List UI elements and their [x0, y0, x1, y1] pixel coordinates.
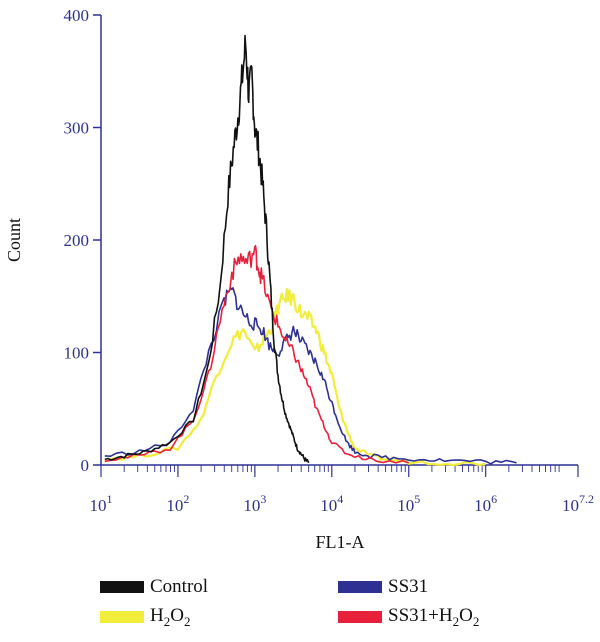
- axes: 0 100 200 300 400 101 102 103 104 105 106 107.2: [64, 6, 595, 515]
- legend-item-control: Control: [100, 575, 208, 599]
- legend-label-ss31-h2o2: SS31+H2O2: [388, 605, 479, 630]
- legend-label-h2o2: H2O2: [150, 605, 190, 630]
- legend-label-control: Control: [150, 576, 209, 597]
- x-tick-label-7.2: 107.2: [562, 492, 594, 515]
- x-tick-label-3: 103: [243, 492, 266, 515]
- legend-swatch-h2o2: [100, 611, 144, 623]
- series-line-ss31: [104, 287, 517, 465]
- legend-swatch-ss31: [338, 581, 382, 593]
- x-tick-label-2: 102: [166, 492, 189, 515]
- legend-swatch-control: [100, 581, 144, 593]
- legend-label-ss31-h2o2-sub2: 2: [472, 613, 480, 629]
- legend-label-ss31: SS31: [388, 576, 429, 597]
- y-tick-label-400: 400: [64, 6, 90, 25]
- series-line-ss31-h2o2: [104, 244, 409, 464]
- series-layer: [104, 34, 517, 467]
- legend-label-ss31-h2o2-sub1: 2: [452, 613, 460, 629]
- y-axis-label: Count: [4, 218, 24, 262]
- x-axis-label: FL1-A: [316, 532, 365, 552]
- series-line-control: [104, 34, 310, 464]
- x-tick-label-1: 101: [90, 492, 113, 515]
- series-line-h2o2: [104, 288, 486, 467]
- legend-item-ss31-h2o2: SS31+H2O2: [338, 605, 479, 629]
- legend-label-ss31-h2o2-part1: SS31+H: [388, 604, 453, 626]
- x-tick-label-4: 104: [320, 492, 343, 515]
- y-tick-label-200: 200: [64, 231, 90, 250]
- y-tick-label-0: 0: [81, 456, 90, 475]
- legend-swatch-ss31-h2o2: [338, 611, 382, 623]
- legend-item-h2o2: H2O2: [100, 605, 190, 629]
- legend-label-ss31-h2o2-part2: O: [459, 604, 473, 626]
- legend: Control SS31 H2O2 SS31+H2O2: [100, 575, 580, 635]
- legend-label-h2o2-sub2: 2: [183, 613, 191, 629]
- legend-label-h2o2-part2: O: [170, 604, 184, 626]
- y-tick-label-100: 100: [64, 344, 90, 363]
- y-tick-label-300: 300: [64, 119, 90, 138]
- legend-label-h2o2-sub1: 2: [163, 613, 171, 629]
- x-tick-label-6: 106: [474, 492, 497, 515]
- x-tick-label-5: 105: [397, 492, 420, 515]
- legend-item-ss31: SS31: [338, 575, 428, 599]
- legend-label-h2o2-part1: H: [150, 604, 164, 626]
